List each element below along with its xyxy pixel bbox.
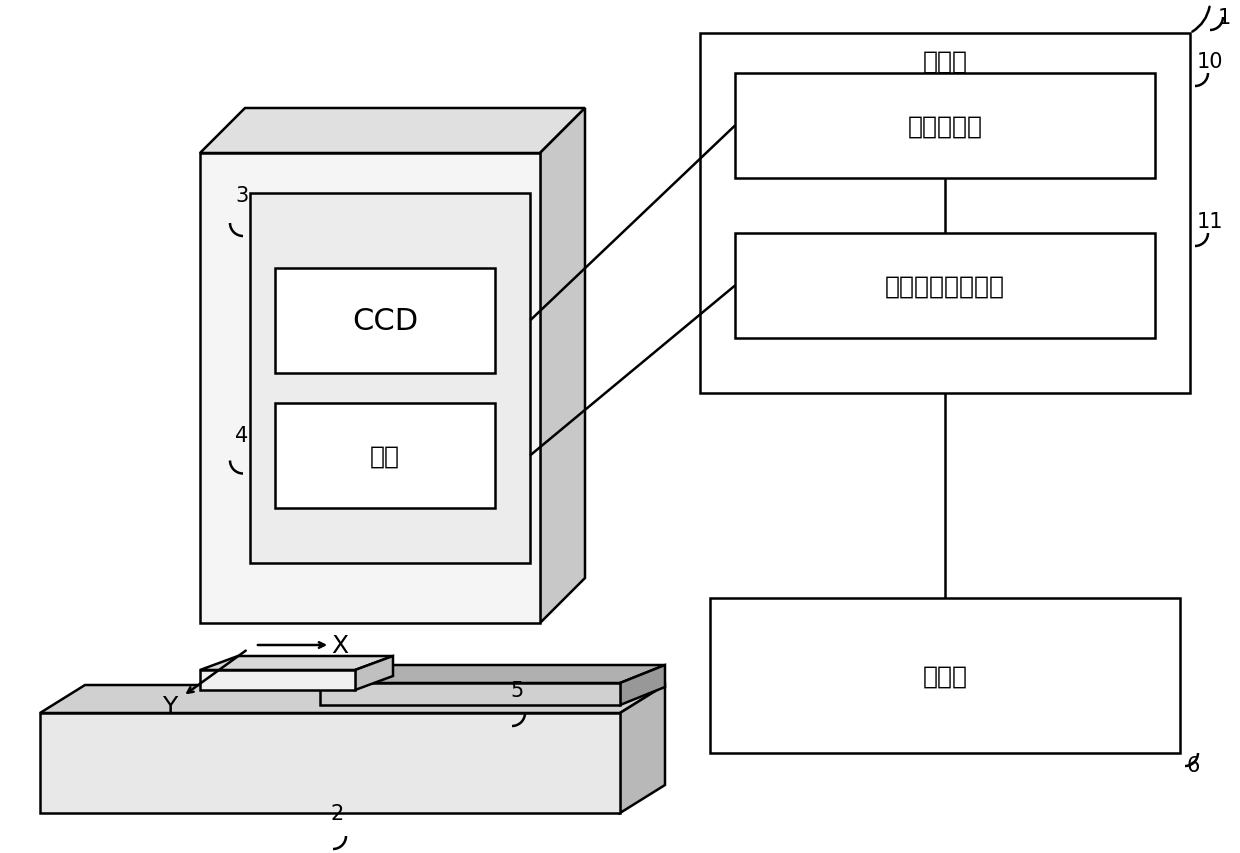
Bar	[320, 683, 620, 705]
Polygon shape	[539, 109, 585, 624]
Text: 6: 6	[1187, 755, 1200, 775]
Bar	[275, 403, 495, 508]
Text: Y: Y	[162, 694, 177, 718]
Bar	[40, 713, 620, 813]
Polygon shape	[200, 109, 585, 154]
Bar	[275, 269, 495, 374]
Text: 4: 4	[236, 426, 248, 446]
Text: 显示器: 显示器	[923, 664, 967, 688]
Bar	[735, 234, 1154, 339]
Bar	[200, 670, 355, 690]
Text: 镜头: 镜头	[370, 444, 401, 468]
FancyArrowPatch shape	[1193, 8, 1209, 32]
Polygon shape	[320, 665, 665, 683]
Text: 11: 11	[1197, 212, 1224, 232]
Text: 影像捕取卡: 影像捕取卡	[908, 114, 982, 138]
Polygon shape	[40, 685, 665, 713]
Polygon shape	[355, 656, 393, 690]
Polygon shape	[620, 665, 665, 705]
Bar	[711, 598, 1180, 753]
Bar	[250, 194, 529, 563]
Text: 1: 1	[1218, 8, 1231, 28]
Polygon shape	[200, 656, 393, 670]
Bar	[200, 154, 539, 624]
Text: 5: 5	[510, 680, 523, 700]
Polygon shape	[620, 685, 665, 813]
Text: 10: 10	[1197, 52, 1224, 72]
Text: 计算机: 计算机	[923, 50, 967, 74]
Text: 2: 2	[330, 803, 343, 823]
Bar	[735, 74, 1154, 179]
Text: 光源亮度检测系统: 光源亮度检测系统	[885, 274, 1004, 299]
Bar	[701, 34, 1190, 393]
Text: X: X	[331, 633, 348, 657]
Text: CCD: CCD	[352, 306, 418, 335]
Text: 3: 3	[236, 186, 248, 206]
